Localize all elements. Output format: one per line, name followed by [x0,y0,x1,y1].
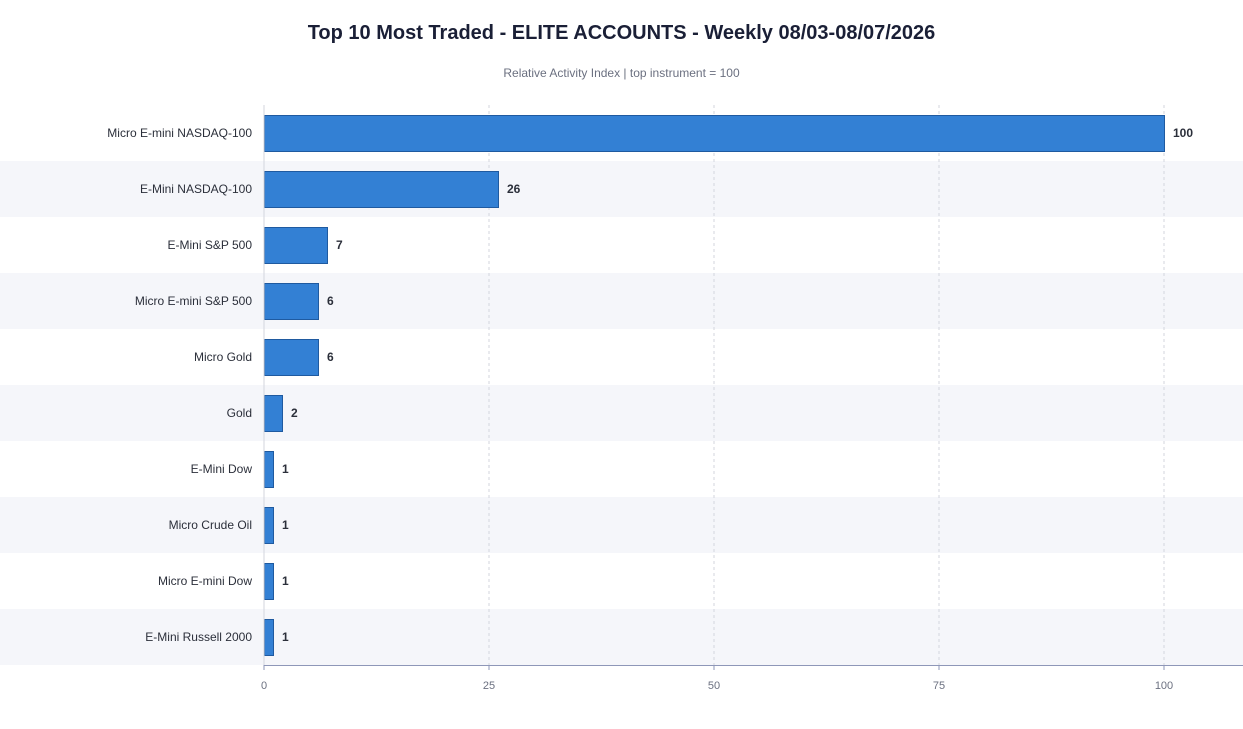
row-band [0,497,1243,553]
category-label: E-Mini Dow [191,462,253,476]
bar [264,395,283,432]
row-bands [0,161,1243,665]
tick-label: 75 [933,680,945,692]
data-label: 1 [282,462,289,476]
category-label: Micro E-mini S&P 500 [135,294,252,308]
row-band [0,273,1243,329]
tick-label: 50 [708,680,720,692]
data-label: 100 [1173,126,1193,140]
row-band [0,161,1243,217]
bar [264,339,319,376]
row-band [0,385,1243,441]
bar [264,283,319,320]
category-label: Micro Gold [194,350,252,364]
bar [264,227,328,264]
chart-title: Top 10 Most Traded - ELITE ACCOUNTS - We… [307,22,936,44]
category-labels: Micro E-mini NASDAQ-100 E-Mini NASDAQ-100… [107,126,252,644]
data-label: 6 [327,350,334,364]
bar [264,171,499,208]
tick-label: 100 [1155,680,1173,692]
row-band [0,609,1243,665]
bar [264,451,274,488]
tick-label: 25 [483,680,495,692]
data-label: 1 [282,574,289,588]
tick-label: 0 [261,680,267,692]
data-label: 1 [282,518,289,532]
value-labels: 100 26 7 6 6 2 1 1 1 1 [282,126,1193,644]
category-label: Micro E-mini NASDAQ-100 [107,126,252,140]
chart-subtitle: Relative Activity Index | top instrument… [503,66,740,80]
bar [264,115,1165,152]
x-axis [263,105,1243,666]
category-label: E-Mini S&P 500 [168,238,253,252]
category-label: E-Mini NASDAQ-100 [140,182,252,196]
bar [264,619,274,656]
category-label: E-Mini Russell 2000 [145,630,252,644]
bar [264,507,274,544]
data-label: 1 [282,630,289,644]
category-label: Gold [227,406,252,420]
data-label: 2 [291,406,298,420]
data-label: 7 [336,238,343,252]
tick-labels: 0 25 50 75 100 [261,665,1173,692]
category-label: Micro E-mini Dow [158,574,252,588]
data-label: 6 [327,294,334,308]
bar [264,563,274,600]
category-label: Micro Crude Oil [169,518,252,532]
data-label: 26 [507,182,521,196]
